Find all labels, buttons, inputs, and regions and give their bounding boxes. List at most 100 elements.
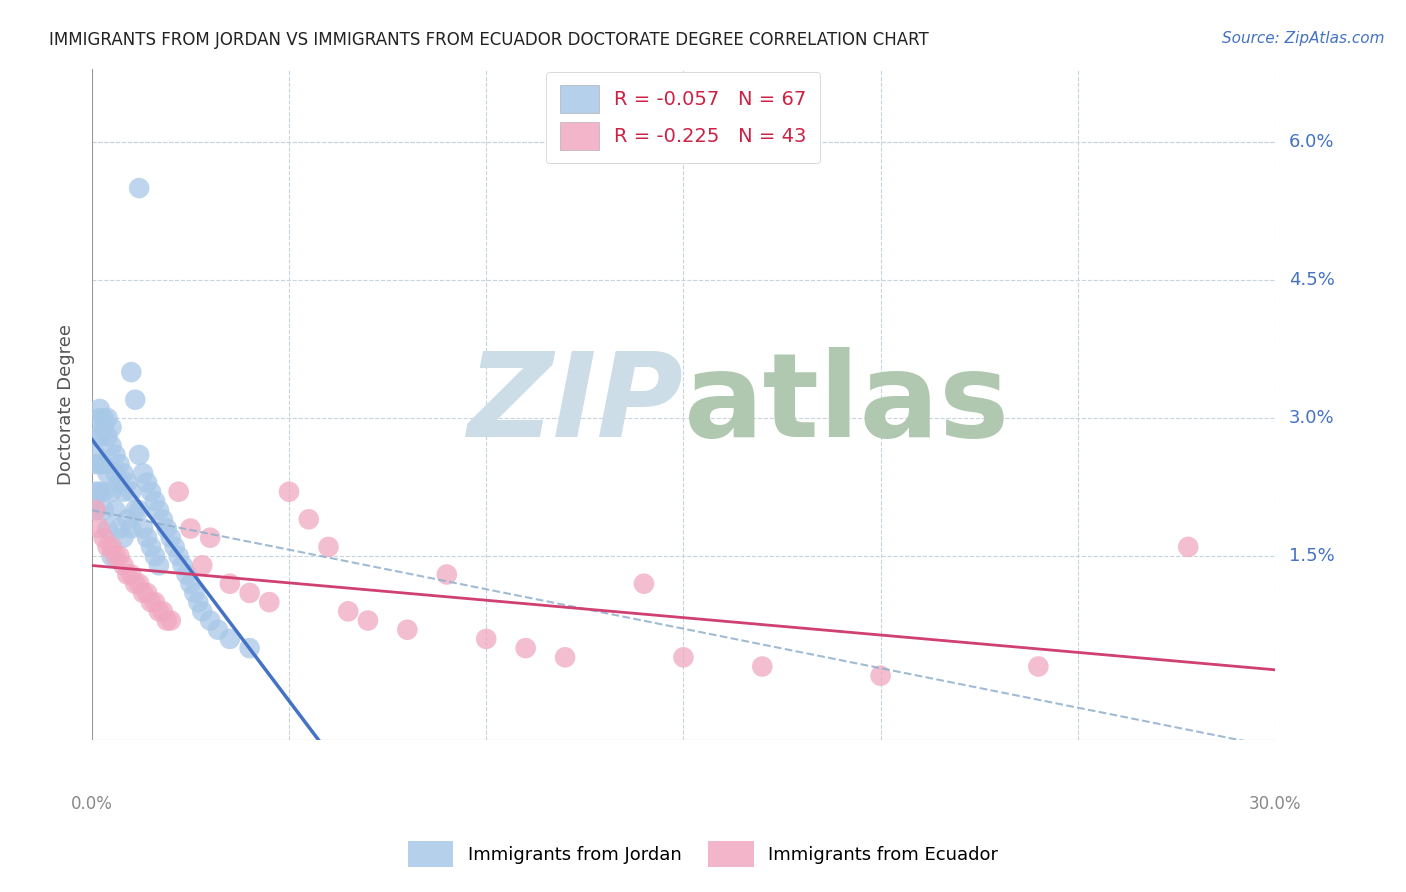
Point [84, 457, 107, 471]
Point [93, 420, 115, 434]
Point [97, 411, 120, 425]
Point [751, 659, 773, 673]
Point [117, 567, 139, 582]
Point [89, 522, 111, 536]
Point [112, 558, 135, 573]
Point [120, 522, 142, 536]
Point [191, 604, 214, 618]
Point [167, 549, 190, 563]
Point [128, 181, 150, 195]
Point [89, 429, 111, 443]
Point [89, 457, 111, 471]
Point [100, 549, 122, 563]
Point [89, 401, 111, 416]
Point [143, 595, 166, 609]
Point [152, 604, 174, 618]
Point [89, 411, 111, 425]
Point [259, 595, 281, 609]
Point [112, 467, 135, 481]
Point [97, 540, 120, 554]
Point [298, 512, 321, 526]
Point [207, 623, 229, 637]
Point [112, 484, 135, 499]
Point [554, 650, 576, 665]
Point [100, 540, 122, 554]
Text: atlas: atlas [683, 347, 1010, 462]
Point [100, 484, 122, 499]
Point [143, 549, 166, 563]
Point [136, 531, 159, 545]
Point [97, 429, 120, 443]
Point [139, 484, 162, 499]
Point [100, 439, 122, 453]
Point [93, 457, 115, 471]
Legend: Immigrants from Jordan, Immigrants from Ecuador: Immigrants from Jordan, Immigrants from … [401, 834, 1005, 874]
Point [132, 467, 155, 481]
Point [198, 531, 221, 545]
Text: Source: ZipAtlas.com: Source: ZipAtlas.com [1222, 31, 1385, 46]
Point [84, 448, 107, 462]
Point [93, 411, 115, 425]
Text: IMMIGRANTS FROM JORDAN VS IMMIGRANTS FROM ECUADOR DOCTORATE DEGREE CORRELATION C: IMMIGRANTS FROM JORDAN VS IMMIGRANTS FRO… [49, 31, 929, 49]
Point [84, 503, 107, 517]
Point [120, 484, 142, 499]
Text: 3.0%: 3.0% [1289, 409, 1334, 427]
Point [159, 531, 181, 545]
Point [132, 586, 155, 600]
Point [159, 614, 181, 628]
Point [120, 567, 142, 582]
Point [672, 650, 695, 665]
Text: 4.5%: 4.5% [1289, 271, 1334, 289]
Point [1028, 659, 1050, 673]
Point [108, 457, 131, 471]
Point [179, 522, 201, 536]
Point [108, 549, 131, 563]
Point [128, 576, 150, 591]
Point [148, 503, 170, 517]
Point [148, 558, 170, 573]
Point [475, 632, 498, 646]
Point [218, 576, 240, 591]
Point [148, 604, 170, 618]
Point [100, 420, 122, 434]
Point [396, 623, 419, 637]
Point [633, 576, 655, 591]
Point [191, 558, 214, 573]
Point [124, 576, 146, 591]
Point [120, 365, 142, 379]
Point [198, 614, 221, 628]
Point [97, 522, 120, 536]
Point [278, 484, 301, 499]
Point [143, 494, 166, 508]
Point [337, 604, 360, 618]
Point [93, 484, 115, 499]
Point [97, 467, 120, 481]
Text: 1.5%: 1.5% [1289, 547, 1334, 566]
Point [124, 392, 146, 407]
Point [84, 429, 107, 443]
Point [183, 586, 205, 600]
Text: 30.0%: 30.0% [1249, 796, 1301, 814]
Point [132, 522, 155, 536]
Point [239, 641, 262, 656]
Point [1177, 540, 1199, 554]
Point [156, 614, 179, 628]
Point [152, 512, 174, 526]
Point [108, 475, 131, 490]
Point [357, 614, 380, 628]
Point [93, 531, 115, 545]
Text: 0.0%: 0.0% [70, 796, 112, 814]
Point [239, 586, 262, 600]
Point [167, 484, 190, 499]
Point [108, 522, 131, 536]
Point [128, 503, 150, 517]
Point [156, 522, 179, 536]
Point [136, 475, 159, 490]
Point [104, 503, 127, 517]
Point [163, 540, 186, 554]
Point [176, 567, 198, 582]
Point [104, 549, 127, 563]
Text: 6.0%: 6.0% [1289, 133, 1334, 151]
Point [124, 503, 146, 517]
Point [172, 558, 194, 573]
